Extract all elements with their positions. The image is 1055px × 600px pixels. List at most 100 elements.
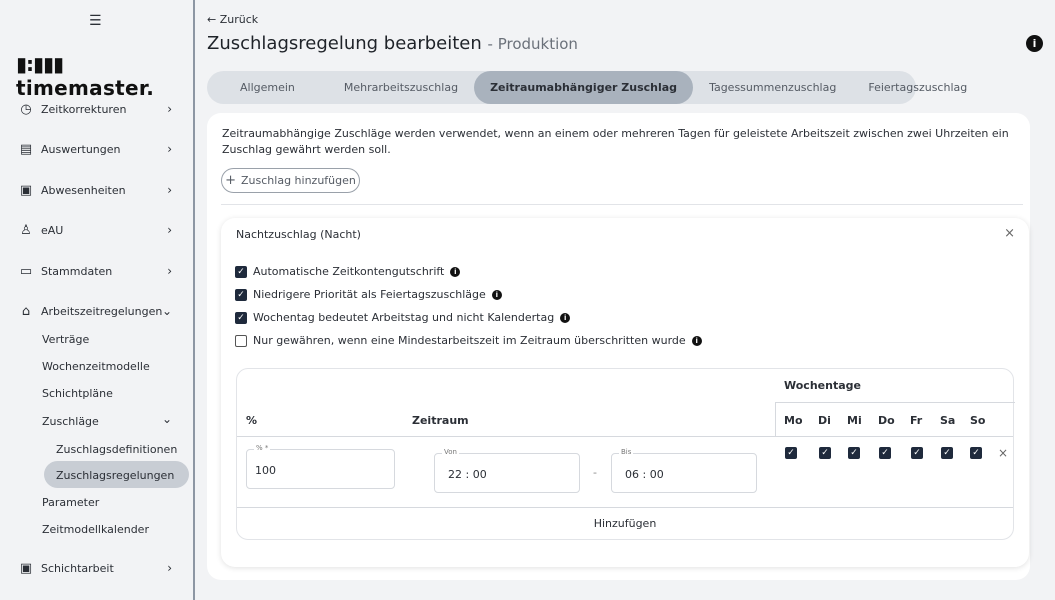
sidebar-item-schichtarbeit[interactable]: ▣ Schichtarbeit › — [18, 557, 178, 579]
description: Zeitraumabhängige Zuschläge werden verwe… — [222, 127, 1009, 156]
sidebar-sub-schichtplaene[interactable]: Schichtpläne — [42, 387, 113, 400]
chevron-right-icon: › — [167, 223, 172, 237]
label: eAU — [41, 223, 64, 237]
field-value: 06 : 00 — [625, 468, 664, 481]
info-icon[interactable]: i — [691, 335, 702, 346]
back-link[interactable]: ← Zurück — [207, 13, 259, 26]
chevron-right-icon: › — [167, 561, 172, 575]
checkbox-so[interactable]: ✓ — [970, 447, 982, 459]
divider — [237, 436, 1013, 437]
briefcase-clock-icon: ⌂ — [21, 303, 31, 319]
divider — [221, 204, 1023, 205]
title-text: Zuschlagsregelung bearbeiten — [207, 33, 482, 54]
option-label: Wochentag bedeutet Arbeitstag und nicht … — [253, 311, 555, 324]
checkbox-mi[interactable]: ✓ — [848, 447, 860, 459]
info-icon[interactable]: i — [1026, 35, 1043, 52]
chevron-down-icon: ⌄ — [161, 304, 172, 318]
close-icon[interactable]: × — [1004, 226, 1015, 241]
tab-mehrarbeitszuschlag[interactable]: Mehrarbeitszuschlag — [343, 81, 459, 94]
active-item-highlight — [44, 461, 189, 488]
checkbox-checked[interactable]: ✓ — [235, 311, 247, 324]
back-label: Zurück — [219, 13, 259, 26]
label: Stammdaten — [41, 264, 113, 278]
option-row[interactable]: ✓ Wochentag bedeutet Arbeitstag und nicht… — [235, 311, 571, 324]
field-label: Bis — [619, 448, 634, 456]
rule-card: Nachtzuschlag (Nacht) × ✓ Automatische Ze… — [221, 218, 1029, 567]
header-range: Zeitraum — [412, 414, 469, 427]
calendar-check-icon: ▣ — [19, 560, 33, 576]
folder-icon: ▭ — [19, 263, 33, 279]
tab-zeitraumabhaengiger-zuschlag[interactable]: Zeitraumabhängiger Zuschlag — [474, 71, 694, 104]
info-icon[interactable]: i — [491, 289, 502, 300]
label: Zeitkorrekturen — [41, 102, 127, 116]
checkbox-checked[interactable]: ✓ — [235, 265, 247, 278]
label: Arbeitszeitregelungen — [41, 304, 163, 318]
sidebar-item-zeitkorrekturen[interactable]: ◷ Zeitkorrekturen › — [18, 98, 178, 120]
tab-allgemein[interactable]: Allgemein — [240, 81, 295, 94]
label: Schichtarbeit — [41, 561, 114, 575]
plus-icon: + — [225, 173, 237, 188]
sidebar-sub-zuschlaege[interactable]: Zuschläge — [42, 415, 99, 428]
chevron-right-icon: › — [167, 183, 172, 197]
collapse-menu-icon[interactable]: ☰ — [89, 13, 102, 29]
header-day: So — [970, 414, 986, 427]
sidebar-sub-zeitmodellkalender[interactable]: Zeitmodellkalender — [42, 523, 149, 536]
tab-tagessummenzuschlag[interactable]: Tagessummenzuschlag — [709, 81, 837, 94]
sidebar-item-auswertungen[interactable]: ▤ Auswertungen › — [18, 138, 178, 160]
label: Abwesenheiten — [41, 183, 126, 197]
surcharge-table: Wochentage % Zeitraum Mo Di Mi Do Fr Sa … — [236, 368, 1015, 540]
option-label: Niedrigere Priorität als Feiertagszuschl… — [253, 288, 486, 301]
sidebar-sub-vertraege[interactable]: Verträge — [42, 333, 90, 346]
content-card: Zeitraumabhängige Zuschläge werden verwe… — [207, 113, 1030, 580]
checkbox-do[interactable]: ✓ — [879, 447, 891, 459]
sidebar-sub-parameter[interactable]: Parameter — [42, 496, 100, 509]
header-day: Mi — [847, 414, 862, 427]
sidebar-item-abwesenheiten[interactable]: ▣ Abwesenheiten › — [18, 179, 178, 201]
field-value: 100 — [255, 464, 276, 477]
divider — [775, 402, 1015, 403]
tab-feiertagszuschlag[interactable]: Feiertagszuschlag — [868, 81, 968, 94]
sidebar-subsub-zuschlagsregelungen[interactable]: Zuschlagsregelungen — [56, 469, 175, 482]
option-row[interactable]: ✓ Niedrigere Priorität als Feiertagszusch… — [235, 288, 502, 301]
info-icon[interactable]: i — [450, 266, 461, 277]
field-label: Von — [442, 448, 459, 456]
to-time-input[interactable]: Bis 06 : 00 — [611, 448, 757, 493]
person-icon: ♙ — [20, 222, 32, 238]
add-row-button[interactable]: Hinzufügen — [593, 517, 657, 530]
option-row[interactable]: Nur gewähren, wenn eine Mindestarbeitsze… — [235, 334, 702, 347]
sidebar-item-eau[interactable]: ♙ eAU › — [18, 219, 178, 241]
sidebar-item-stammdaten[interactable]: ▭ Stammdaten › — [18, 260, 178, 282]
checkbox-di[interactable]: ✓ — [819, 447, 831, 459]
add-surcharge-button[interactable]: + Zuschlag hinzufügen — [221, 168, 360, 193]
header-day: Mo — [784, 414, 803, 427]
delete-row-icon[interactable]: × — [998, 446, 1009, 460]
range-separator: - — [593, 466, 597, 479]
header-day: Sa — [940, 414, 956, 427]
chevron-right-icon: › — [167, 102, 172, 116]
percent-input[interactable]: % * 100 — [246, 444, 395, 489]
title-subtitle: - Produktion — [487, 35, 578, 53]
checkbox-unchecked[interactable] — [235, 334, 247, 347]
sidebar-sub-wochenzeitmodelle[interactable]: Wochenzeitmodelle — [42, 360, 150, 373]
label: Auswertungen — [41, 142, 121, 156]
checkbox-checked[interactable]: ✓ — [235, 288, 247, 301]
option-label: Automatische Zeitkontengutschrift — [253, 265, 445, 278]
field-label: % * — [254, 444, 271, 452]
option-row[interactable]: ✓ Automatische Zeitkontengutschrift i — [235, 265, 461, 278]
sidebar: ☰ ▮:▮▮▮timemaster. ◷ Zeitkorrekturen › ▤ Au… — [0, 0, 195, 600]
info-icon[interactable]: i — [560, 312, 571, 323]
sidebar-subsub-zuschlagsdefinitionen[interactable]: Zuschlagsdefinitionen — [56, 443, 178, 456]
checkbox-fr[interactable]: ✓ — [911, 447, 923, 459]
chevron-down-icon: ⌄ — [162, 412, 173, 426]
from-time-input[interactable]: Von 22 : 00 — [434, 448, 580, 493]
sidebar-item-arbeitszeitregelungen[interactable]: ⌂ Arbeitszeitregelungen ⌄ — [18, 300, 178, 322]
checkbox-sa[interactable]: ✓ — [941, 447, 953, 459]
clock-icon: ◷ — [20, 101, 32, 117]
calendar-x-icon: ▣ — [19, 182, 33, 198]
divider — [775, 402, 776, 436]
rule-title: Nachtzuschlag (Nacht) — [236, 228, 361, 241]
chart-icon: ▤ — [19, 141, 33, 157]
logo-text: timemaster. — [16, 76, 155, 100]
checkbox-mo[interactable]: ✓ — [785, 447, 797, 459]
header-day: Do — [878, 414, 895, 427]
